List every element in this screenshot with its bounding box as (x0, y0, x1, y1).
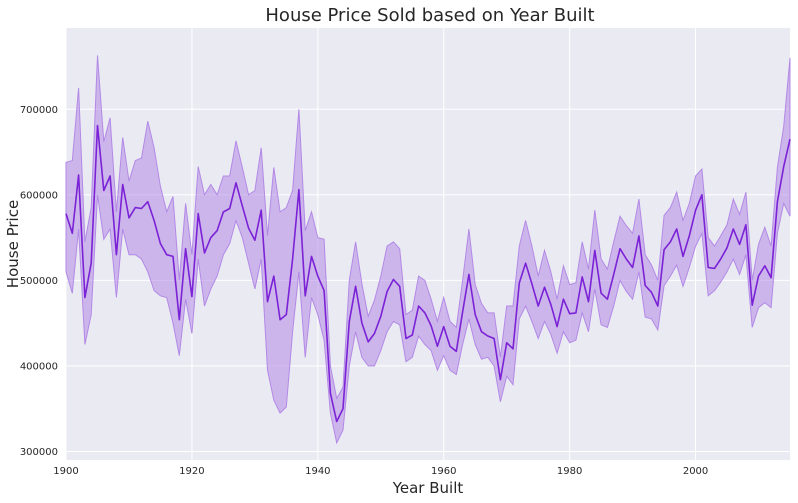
chart-title: House Price Sold based on Year Built (265, 5, 594, 26)
x-axis-label: Year Built (392, 479, 464, 497)
x-tick-label: 2000 (683, 466, 708, 477)
x-tick-label: 1920 (179, 466, 204, 477)
x-tick-label: 1900 (53, 466, 78, 477)
x-tick-label: 1980 (557, 466, 582, 477)
x-axis-ticks: 1900 1920 1940 1960 1980 2000 (53, 466, 708, 477)
y-axis-ticks: 300000 400000 500000 600000 700000 (20, 105, 58, 458)
series-line (65, 124, 791, 423)
x-tick-label: 1940 (305, 466, 330, 477)
y-tick-label: 700000 (20, 105, 58, 116)
price-line (65, 124, 791, 423)
y-tick-label: 400000 (20, 361, 58, 372)
y-axis-label: House Price (4, 200, 22, 288)
y-tick-label: 500000 (20, 276, 58, 287)
confidence-band-area (65, 55, 791, 445)
y-tick-label: 300000 (20, 447, 58, 458)
x-tick-label: 1960 (431, 466, 456, 477)
confidence-band (65, 55, 791, 445)
y-tick-label: 600000 (20, 190, 58, 201)
